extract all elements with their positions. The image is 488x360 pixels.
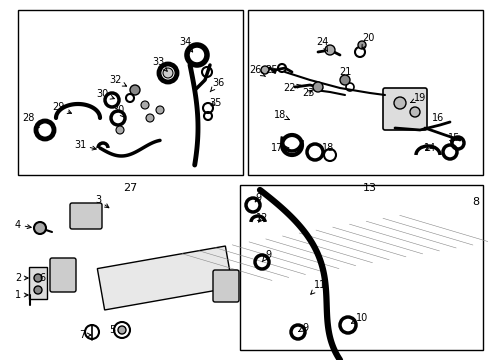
Text: 18: 18 [321,143,333,153]
Text: 9: 9 [298,323,307,333]
Text: 3: 3 [95,195,109,208]
Circle shape [409,107,419,117]
Text: 30: 30 [112,105,124,118]
Text: 2: 2 [15,273,28,283]
Text: 35: 35 [208,98,221,108]
Text: 28: 28 [22,113,39,127]
Text: 9: 9 [262,250,270,262]
Text: 10: 10 [351,313,367,323]
Text: 23: 23 [301,88,314,98]
Text: 6: 6 [39,273,45,283]
FancyBboxPatch shape [29,267,47,299]
Text: 18: 18 [273,110,288,120]
Circle shape [118,326,126,334]
Text: 30: 30 [96,89,114,99]
Circle shape [34,274,42,282]
Circle shape [156,106,163,114]
Text: 24: 24 [315,37,327,51]
Text: 32: 32 [109,75,126,86]
Text: 29: 29 [52,102,71,113]
Bar [18,10,243,175]
Text: 27: 27 [122,183,137,193]
Circle shape [130,85,140,95]
Text: 7: 7 [79,330,91,340]
Circle shape [357,41,365,49]
Text: 20: 20 [361,33,373,49]
Bar [247,10,482,175]
Text: 15: 15 [447,133,459,143]
Circle shape [393,97,405,109]
Circle shape [325,45,334,55]
Circle shape [116,126,124,134]
Text: 26: 26 [248,65,264,76]
Text: 21: 21 [338,67,350,77]
Circle shape [339,75,349,85]
Text: 22: 22 [283,83,301,93]
Text: 1: 1 [15,290,28,300]
Text: 14: 14 [423,143,435,153]
Text: 11: 11 [310,280,325,294]
Circle shape [146,114,154,122]
Circle shape [34,286,42,294]
Text: 9: 9 [254,193,261,203]
Text: 33: 33 [152,57,167,71]
Text: 12: 12 [255,213,267,223]
Text: 25: 25 [265,65,278,75]
Text: 13: 13 [362,183,376,193]
Text: 16: 16 [431,113,443,123]
Circle shape [163,68,173,78]
FancyBboxPatch shape [213,270,239,302]
Polygon shape [97,246,232,310]
Circle shape [312,82,323,92]
FancyBboxPatch shape [70,203,102,229]
FancyBboxPatch shape [50,258,76,292]
Text: 17: 17 [270,143,288,153]
Text: 8: 8 [471,197,479,207]
Text: 36: 36 [210,78,224,92]
Circle shape [34,222,46,234]
Text: 19: 19 [410,93,425,103]
Text: 34: 34 [179,37,192,52]
Text: 31: 31 [74,140,96,150]
FancyBboxPatch shape [382,88,426,130]
Text: 4: 4 [15,220,31,230]
Text: 5: 5 [109,325,115,335]
Circle shape [141,101,149,109]
Bar [240,185,482,350]
Circle shape [261,66,268,74]
